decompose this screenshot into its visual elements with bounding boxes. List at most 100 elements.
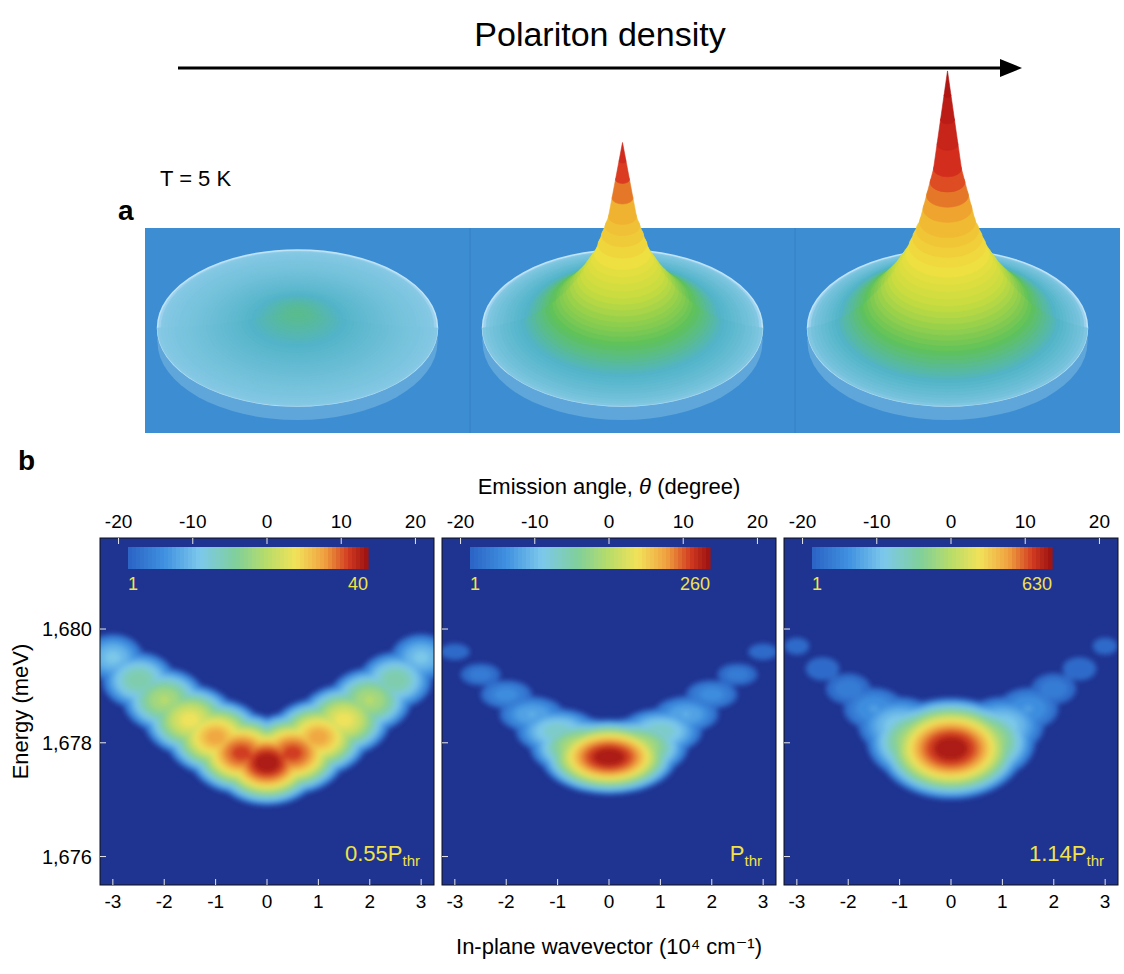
intensity-level bbox=[916, 724, 986, 772]
x2-tick-label: 0 bbox=[946, 511, 957, 532]
intensity-level bbox=[553, 726, 665, 788]
intensity-level bbox=[877, 697, 1025, 799]
intensity-level bbox=[902, 714, 1000, 782]
colorbar-step bbox=[248, 547, 253, 569]
plot-frame bbox=[784, 538, 1118, 885]
plot-marks bbox=[784, 637, 1117, 799]
intensity-level bbox=[406, 646, 434, 670]
power-label-subscript: thr bbox=[744, 852, 762, 869]
x-tick-label: -1 bbox=[207, 891, 224, 912]
x-tick-label: -3 bbox=[446, 891, 463, 912]
colorbar-step bbox=[952, 547, 957, 569]
colorbar-step bbox=[948, 547, 953, 569]
surface-band bbox=[266, 300, 329, 334]
intensity-level bbox=[180, 713, 199, 728]
colorbar-step bbox=[614, 547, 619, 569]
colorbar-step bbox=[280, 547, 285, 569]
colorbar-step bbox=[1040, 547, 1045, 569]
colorbar-step bbox=[176, 547, 181, 569]
x-tick bbox=[506, 879, 507, 885]
intensity-level bbox=[308, 729, 329, 745]
colorbar-step bbox=[200, 547, 205, 569]
x-tick-label: 3 bbox=[416, 891, 427, 912]
x-tick bbox=[1105, 879, 1106, 885]
colorbar-step bbox=[172, 547, 177, 569]
x2-tick bbox=[876, 538, 877, 544]
colorbar-step bbox=[820, 547, 825, 569]
x2-tick-label: 10 bbox=[331, 511, 352, 532]
x2-tick bbox=[609, 538, 610, 544]
intensity-level bbox=[248, 748, 285, 777]
colorbar-step bbox=[1036, 547, 1041, 569]
colorbar-step bbox=[630, 547, 635, 569]
colorbar-step bbox=[264, 547, 269, 569]
colorbar-step bbox=[486, 547, 491, 569]
colorbar-step bbox=[352, 547, 357, 569]
surface-band bbox=[186, 266, 410, 389]
colorbar-step bbox=[606, 547, 611, 569]
x-tick bbox=[369, 879, 370, 885]
colorbar-step bbox=[976, 547, 981, 569]
colorbar-label: 40 bbox=[348, 574, 368, 594]
colorbar-step bbox=[534, 547, 539, 569]
y-tick-label: 1,678 bbox=[42, 732, 92, 754]
intensity-level bbox=[365, 696, 375, 704]
colorbar-step bbox=[706, 547, 711, 569]
colorbar-step bbox=[694, 547, 699, 569]
axis-title: In-plane wavevector (10⁴ cm⁻¹) bbox=[456, 934, 762, 959]
colorbar-step bbox=[316, 547, 321, 569]
power-label-subscript: thr bbox=[1086, 852, 1104, 869]
colorbar bbox=[470, 547, 711, 569]
x-tick bbox=[318, 879, 319, 885]
colorbar-step bbox=[156, 547, 161, 569]
colorbar bbox=[128, 547, 369, 569]
colorbar-step bbox=[554, 547, 559, 569]
colorbar-step bbox=[538, 547, 543, 569]
colorbar-step bbox=[236, 547, 241, 569]
surface-band bbox=[245, 293, 350, 350]
intensity-level bbox=[1040, 679, 1068, 698]
colorbar-step bbox=[506, 547, 511, 569]
intensity-level bbox=[912, 722, 990, 776]
colorbar-step bbox=[336, 547, 341, 569]
colorbar-step bbox=[984, 547, 989, 569]
colorbar-step bbox=[526, 547, 531, 569]
plot-marks bbox=[442, 644, 776, 795]
panel-seam bbox=[795, 228, 796, 433]
surface-band bbox=[249, 294, 347, 347]
colorbar-step bbox=[702, 547, 707, 569]
colorbar-step bbox=[260, 547, 265, 569]
axis-title: Energy (meV) bbox=[8, 644, 33, 780]
colorbar-step bbox=[144, 547, 149, 569]
colorbar-step bbox=[594, 547, 599, 569]
colorbar-step bbox=[132, 547, 137, 569]
figure: Polariton densityaT = 5 KbEmission angle… bbox=[0, 0, 1124, 974]
colorbar-step bbox=[490, 547, 495, 569]
temperature-label: T = 5 K bbox=[160, 166, 231, 191]
intensity-level bbox=[784, 637, 809, 654]
intensity-level bbox=[383, 671, 407, 690]
colorbar-step bbox=[908, 547, 913, 569]
surface-band bbox=[280, 306, 315, 324]
colorbar-step bbox=[502, 547, 507, 569]
x-tick bbox=[899, 879, 900, 885]
intensity-level bbox=[558, 729, 660, 786]
colorbar-step bbox=[590, 547, 595, 569]
colorbar-step bbox=[284, 547, 289, 569]
x-tick-label: 1 bbox=[655, 891, 666, 912]
colorbar-step bbox=[562, 547, 567, 569]
colorbar-step bbox=[996, 547, 1001, 569]
colorbar-step bbox=[670, 547, 675, 569]
power-label-main: P bbox=[730, 841, 745, 866]
intensity-level bbox=[546, 722, 671, 791]
colorbar-step bbox=[1016, 547, 1021, 569]
intensity-level bbox=[577, 739, 642, 775]
intensity-level bbox=[442, 644, 470, 660]
intensity-level bbox=[569, 735, 648, 779]
x-tick-label: 0 bbox=[262, 891, 273, 912]
intensity-level bbox=[1063, 657, 1097, 680]
intensity-level bbox=[1093, 637, 1118, 654]
y-tick bbox=[100, 629, 106, 630]
colorbar-step bbox=[848, 547, 853, 569]
colorbar-step bbox=[296, 547, 301, 569]
